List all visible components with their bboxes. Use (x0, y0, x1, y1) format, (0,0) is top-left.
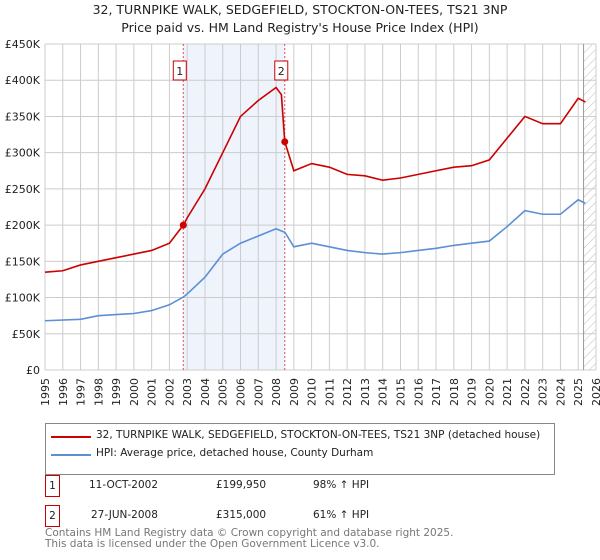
transaction-date: 11-OCT-2002 (89, 479, 158, 491)
x-tick-label: 2003 (181, 378, 194, 406)
footer: Contains HM Land Registry data © Crown c… (45, 528, 453, 550)
footer-line-2: This data is licensed under the Open Gov… (45, 538, 380, 550)
annotation-box (274, 60, 289, 81)
legend-label-property: 32, TURNPIKE WALK, SEDGEFIELD, STOCKTON-… (96, 429, 541, 441)
annotation-label: 2 (278, 65, 285, 78)
sale-point (179, 221, 187, 229)
x-tick-label: 2014 (377, 378, 390, 406)
x-tick-label: 2023 (537, 378, 550, 406)
x-tick-label: 1998 (92, 378, 105, 406)
x-tick-label: 2021 (501, 378, 514, 406)
y-tick-label: £250K (5, 183, 41, 196)
property-price-line (44, 86, 586, 273)
chart-title: 32, TURNPIKE WALK, SEDGEFIELD, STOCKTON-… (92, 2, 508, 17)
annotation-label: 1 (176, 65, 183, 78)
x-tick-label: 1996 (57, 378, 70, 406)
x-tick-label: 2002 (163, 378, 176, 406)
x-tick-label: 2022 (519, 378, 532, 406)
x-tick-label: 2011 (323, 378, 336, 406)
x-tick-label: 2012 (341, 378, 354, 406)
x-tick-label: 2001 (146, 378, 159, 406)
x-tick-label: 2026 (590, 378, 600, 406)
marker-badge: 2 (45, 505, 60, 527)
y-tick-label: £200K (5, 219, 41, 232)
marker-badge: 1 (45, 475, 60, 497)
sale-period-shading (183, 44, 285, 370)
transaction-hpi: 61% ↑ HPI (313, 509, 370, 521)
x-tick-label: 2004 (199, 378, 212, 406)
legend-swatch-hpi (51, 454, 91, 456)
x-tick-label: 2008 (270, 378, 283, 406)
x-tick-label: 2019 (466, 378, 479, 406)
x-tick-label: 2005 (217, 378, 230, 406)
legend-swatch-property (51, 436, 91, 438)
legend-label-hpi: HPI: Average price, detached house, Coun… (96, 447, 374, 459)
annotation-box (172, 60, 187, 81)
x-tick-label: 2024 (554, 378, 567, 406)
footer-line-1: Contains HM Land Registry data © Crown c… (45, 527, 454, 539)
x-tick-label: 2017 (430, 378, 443, 406)
x-tick-label: 1997 (75, 378, 88, 406)
transaction-date: 27-JUN-2008 (91, 509, 158, 521)
y-tick-label: £50K (12, 328, 41, 341)
hpi-line (44, 198, 586, 322)
x-tick-label: 2015 (394, 378, 407, 406)
x-tick-label: 2025 (572, 378, 585, 406)
transaction-price: £315,000 (216, 509, 267, 521)
y-tick-label: £350K (5, 110, 41, 123)
y-tick-label: £100K (5, 292, 41, 305)
x-tick-label: 2020 (483, 378, 496, 406)
x-tick-label: 2010 (306, 378, 319, 406)
y-tick-label: £400K (5, 74, 41, 87)
price-chart: 1995 1996 1997 1998 1999 2000 2001 2002 2003 2004… (5, 38, 600, 406)
y-tick-label: £150K (5, 255, 41, 268)
x-tick-label: 1995 (39, 378, 52, 406)
x-tick-label: 2007 (252, 378, 265, 406)
forecast-hatch (583, 44, 596, 370)
y-tick-label: £0 (26, 364, 40, 377)
y-tick-label: £300K (5, 147, 41, 160)
transaction-hpi: 98% ↑ HPI (313, 479, 370, 491)
x-tick-label: 1999 (110, 378, 123, 406)
y-tick-label: £450K (5, 38, 41, 51)
transaction-price: £199,950 (216, 479, 267, 491)
sale-point (281, 138, 289, 146)
x-tick-label: 2006 (235, 378, 248, 406)
x-tick-label: 2018 (448, 378, 461, 406)
x-tick-label: 2000 (128, 378, 141, 406)
x-tick-label: 2009 (288, 378, 301, 406)
x-tick-label: 2013 (359, 378, 372, 406)
x-tick-label: 2016 (412, 378, 425, 406)
legend: 32, TURNPIKE WALK, SEDGEFIELD, STOCKTON-… (45, 423, 555, 475)
chart-subtitle: Price paid vs. HM Land Registry's House … (121, 20, 479, 35)
